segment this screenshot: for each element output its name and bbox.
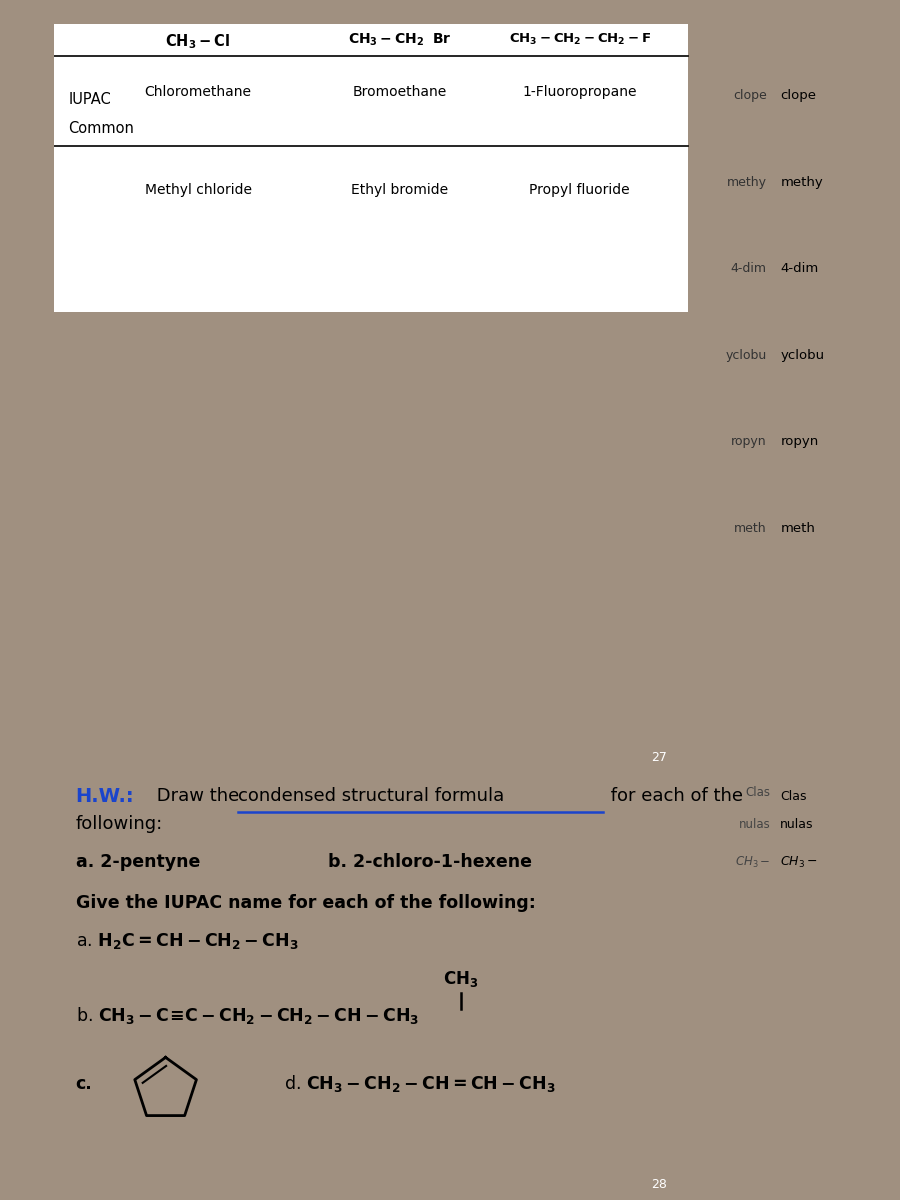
Text: d. $\mathbf{CH_3-CH_2-CH=CH-CH_3}$: d. $\mathbf{CH_3-CH_2-CH=CH-CH_3}$: [284, 1073, 556, 1094]
Text: 4-dim: 4-dim: [731, 263, 767, 275]
Text: 1-Fluoropropane: 1-Fluoropropane: [522, 85, 637, 100]
Text: following:: following:: [76, 815, 163, 833]
Text: yclobu: yclobu: [780, 349, 824, 361]
Text: Propyl fluoride: Propyl fluoride: [529, 182, 630, 197]
Text: meth: meth: [734, 522, 767, 534]
Text: ropyn: ropyn: [780, 436, 819, 448]
Text: $\mathbf{CH_3-CH_2\ \ Br}$: $\mathbf{CH_3-CH_2\ \ Br}$: [347, 31, 452, 48]
Text: $CH_3-$: $CH_3-$: [735, 854, 770, 870]
Text: clope: clope: [780, 90, 816, 102]
Text: IUPAC: IUPAC: [68, 92, 112, 107]
Text: Draw the: Draw the: [151, 787, 245, 805]
Text: $\mathbf{CH_3-CH_2-CH_2-F}$: $\mathbf{CH_3-CH_2-CH_2-F}$: [508, 32, 651, 47]
Text: 28: 28: [651, 1178, 667, 1192]
Text: meth: meth: [780, 522, 815, 534]
Text: methy: methy: [780, 176, 823, 188]
Text: nulas: nulas: [780, 817, 814, 830]
Text: Give the IUPAC name for each of the following:: Give the IUPAC name for each of the foll…: [76, 894, 536, 912]
Text: a. $\mathbf{H_2C=CH-CH_2-CH_3}$: a. $\mathbf{H_2C=CH-CH_2-CH_3}$: [76, 931, 299, 950]
Text: clope: clope: [734, 90, 767, 102]
Text: yclobu: yclobu: [725, 349, 767, 361]
Text: a. 2-pentyne: a. 2-pentyne: [76, 853, 200, 871]
Text: 4-dim: 4-dim: [780, 263, 819, 275]
Text: Methyl chloride: Methyl chloride: [145, 182, 251, 197]
Text: Ethyl bromide: Ethyl bromide: [351, 182, 448, 197]
FancyBboxPatch shape: [54, 24, 688, 312]
Text: condensed structural formula: condensed structural formula: [238, 787, 504, 805]
Text: $\mathbf{CH_3}$: $\mathbf{CH_3}$: [443, 970, 479, 989]
Text: Common: Common: [68, 121, 134, 136]
Text: Chloromethane: Chloromethane: [145, 85, 251, 100]
Text: 27: 27: [651, 751, 667, 764]
Text: c.: c.: [76, 1074, 93, 1092]
Text: $\mathbf{CH_3-Cl}$: $\mathbf{CH_3-Cl}$: [166, 32, 230, 52]
Text: H.W.:: H.W.:: [76, 787, 134, 805]
Text: methy: methy: [727, 176, 767, 188]
Text: Bromoethane: Bromoethane: [353, 85, 446, 100]
Text: ropyn: ropyn: [731, 436, 767, 448]
Text: nulas: nulas: [739, 817, 770, 830]
Text: b. 2-chloro-1-hexene: b. 2-chloro-1-hexene: [328, 853, 532, 871]
Text: Clas: Clas: [780, 790, 806, 803]
Text: $CH_3-$: $CH_3-$: [780, 854, 818, 870]
Text: b. $\mathbf{CH_3-C\!\equiv\!C-CH_2-CH_2-CH-CH_3}$: b. $\mathbf{CH_3-C\!\equiv\!C-CH_2-CH_2-…: [76, 1004, 419, 1026]
Text: Clas: Clas: [745, 786, 770, 798]
Text: for each of the: for each of the: [605, 787, 742, 805]
